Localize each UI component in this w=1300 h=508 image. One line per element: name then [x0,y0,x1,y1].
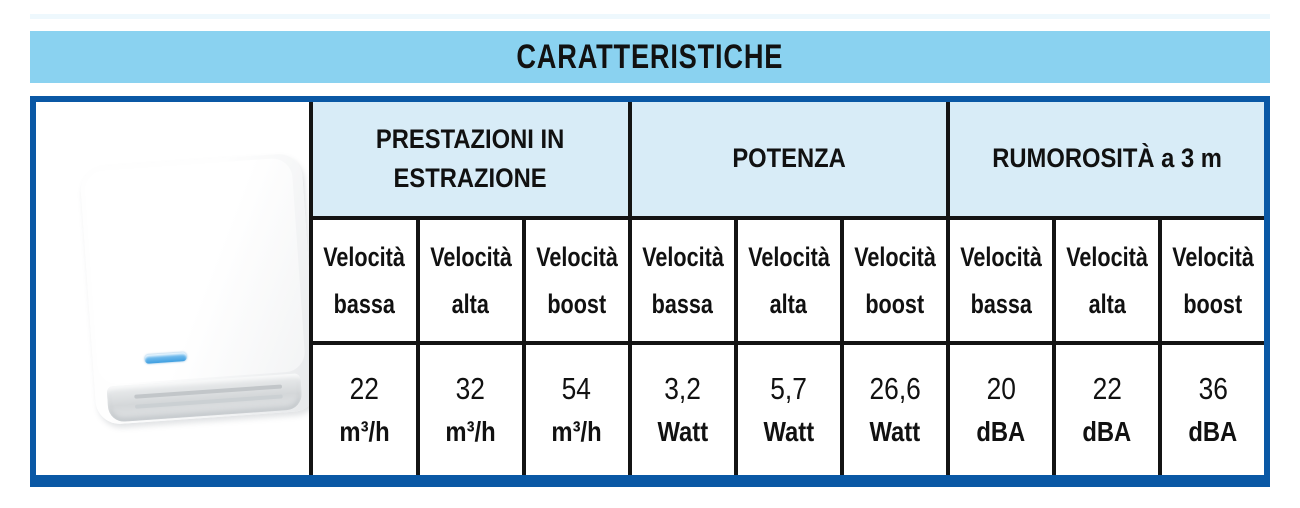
value-unit: Watt [763,416,815,447]
value-number: 36 [1198,371,1228,406]
speed-header-cell: Velocità alta [419,220,526,345]
speed-label-line1: Velocità [429,241,512,272]
value-unit: dBA [976,416,1026,447]
speed-header-cell: Velocità boost [1161,220,1264,345]
value-number: 22 [1092,371,1122,406]
speed-label-line1: Velocità [1066,241,1148,272]
speed-header-cell: Velocità bassa [631,220,738,345]
value-number: 32 [455,371,486,406]
value-number: 5,7 [770,371,808,406]
value-cell-power-high: 5,7 Watt [737,345,844,475]
speed-header-cell: Velocità boost [843,220,950,345]
spec-grid: PRESTAZIONI IN ESTRAZIONE POTENZA RUMORO… [313,102,1264,475]
speed-label-line2: bassa [970,288,1032,319]
value-cell-extraction-low: 22 m³/h [313,345,420,475]
title-bar: CARATTERISTICHE [30,31,1270,83]
speed-label-line2: boost [547,288,606,319]
value-unit: m³/h [339,416,390,447]
speed-label-line2: boost [865,288,925,319]
value-cell-noise-high: 22 dBA [1055,345,1162,475]
speed-label-line2: boost [1183,288,1243,319]
speed-label-line1: Velocità [323,241,406,272]
speed-label-line1: Velocità [960,241,1042,272]
speed-label-line1: Velocità [641,241,724,272]
group-header-rumorosita: RUMOROSITÀ a 3 m [949,102,1264,220]
value-number: 26,6 [869,371,921,406]
group-label: RUMOROSITÀ a 3 m [992,143,1222,174]
value-unit: m³/h [551,416,602,447]
value-cell-noise-boost: 36 dBA [1161,345,1264,475]
value-unit: Watt [869,416,921,447]
value-cell-power-low: 3,2 Watt [631,345,738,475]
group-header-prestazioni: PRESTAZIONI IN ESTRAZIONE [313,102,632,220]
value-number: 3,2 [664,371,701,406]
value-number: 22 [349,371,380,406]
group-label: POTENZA [731,143,846,174]
value-cell-power-boost: 26,6 Watt [843,345,950,475]
value-cell-extraction-high: 32 m³/h [419,345,526,475]
speed-header-cell: Velocità boost [525,220,632,345]
speed-label-line2: alta [770,288,808,319]
speed-label-line2: alta [1088,288,1126,319]
value-unit: dBA [1082,416,1132,447]
speed-header-cell: Velocità alta [737,220,844,345]
speed-label-line2: alta [451,288,490,319]
group-label: PRESTAZIONI IN ESTRAZIONE [376,123,565,193]
speed-label-line1: Velocità [1172,241,1254,272]
speed-label-line1: Velocità [535,241,618,272]
value-number: 54 [561,371,592,406]
product-image-cell [36,102,314,475]
speed-label-line2: bassa [652,288,714,319]
value-number: 20 [986,371,1016,406]
speed-label-line1: Velocità [747,241,830,272]
speed-header-cell: Velocità alta [1055,220,1162,345]
group-header-potenza: POTENZA [631,102,950,220]
characteristics-table: PRESTAZIONI IN ESTRAZIONE POTENZA RUMORO… [30,96,1270,487]
value-unit: m³/h [445,416,496,447]
value-cell-extraction-boost: 54 m³/h [525,345,632,475]
value-unit: Watt [657,416,708,447]
ventilation-unit-graphic [79,152,310,426]
value-cell-noise-low: 20 dBA [949,345,1056,475]
speed-label-line2: bassa [333,288,396,319]
speed-label-line1: Velocità [853,241,936,272]
speed-header-cell: Velocità bassa [313,220,420,345]
top-edge-strip [30,14,1270,19]
value-unit: dBA [1188,416,1238,447]
page-title: CARATTERISTICHE [516,37,784,76]
speed-header-cell: Velocità bassa [949,220,1056,345]
unit-front-panel [83,157,306,386]
